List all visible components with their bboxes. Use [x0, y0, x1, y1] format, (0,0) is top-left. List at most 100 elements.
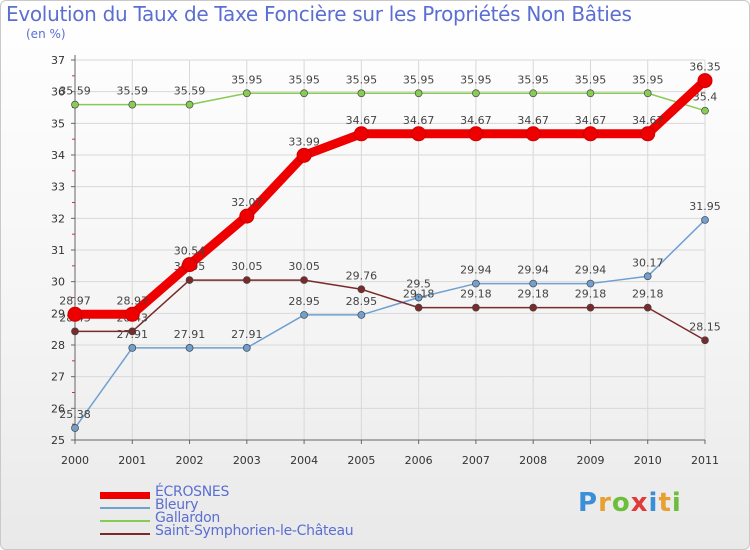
data-label: 34.67	[517, 114, 549, 127]
y-tick-label: 28	[51, 339, 65, 352]
data-point	[300, 89, 308, 98]
data-point	[468, 126, 484, 142]
proxiti-logo: Proxiti	[578, 488, 682, 518]
data-label: 28.97	[117, 294, 149, 307]
y-tick-label: 33	[51, 181, 65, 194]
data-label: 35.59	[117, 85, 149, 98]
data-label: 35.95	[403, 73, 435, 86]
data-point	[353, 126, 369, 142]
data-point	[242, 276, 251, 284]
legend-swatch	[100, 492, 150, 499]
data-label: 35.95	[460, 73, 492, 86]
data-point	[582, 126, 598, 142]
data-label: 35.59	[174, 85, 206, 98]
data-label: 34.67	[346, 114, 378, 127]
data-label: 28.15	[689, 320, 721, 333]
legend-label: Bleury	[155, 497, 199, 513]
data-point	[472, 89, 480, 98]
data-label: 29.18	[575, 288, 607, 301]
data-label: 29.76	[346, 269, 378, 282]
data-point	[643, 303, 652, 312]
data-point	[697, 73, 713, 89]
data-label: 34.67	[632, 114, 664, 127]
data-label: 29.18	[403, 288, 435, 301]
x-tick-label: 2011	[691, 454, 719, 467]
data-point	[529, 89, 538, 98]
legend-label: ÉCROSNES	[155, 484, 230, 500]
y-tick-label: 30	[51, 276, 65, 289]
data-point	[414, 303, 423, 312]
data-label: 30.05	[288, 260, 320, 273]
data-point	[71, 424, 79, 432]
data-label: 27.91	[231, 328, 263, 341]
data-point	[185, 344, 194, 352]
x-tick-label: 2009	[576, 454, 604, 467]
x-tick-label: 2008	[519, 454, 547, 467]
series-line	[74, 279, 706, 341]
x-tick-label: 2006	[405, 454, 433, 467]
data-point	[182, 257, 198, 273]
data-label: 34.67	[460, 114, 492, 127]
data-label: 28.97	[59, 294, 91, 307]
data-point	[643, 272, 652, 281]
data-label: 33.99	[288, 135, 320, 148]
data-point	[529, 279, 538, 288]
data-label: 30.54	[174, 245, 206, 258]
data-label: 35.95	[346, 73, 378, 86]
y-tick-label: 34	[51, 149, 65, 162]
data-label: 34.67	[575, 114, 607, 127]
series-line	[74, 92, 706, 112]
y-tick-label: 29	[51, 307, 65, 320]
data-point	[357, 285, 366, 294]
data-label: 25.38	[59, 408, 91, 421]
data-point	[128, 344, 137, 352]
x-tick-label: 2005	[347, 454, 375, 467]
data-label: 31.95	[689, 200, 721, 213]
x-tick-label: 2001	[118, 454, 146, 467]
data-label: 35.59	[59, 85, 91, 98]
legend-swatch	[100, 507, 150, 509]
data-point	[586, 89, 595, 98]
data-label: 29.94	[517, 264, 549, 277]
series-line	[70, 76, 710, 319]
data-point	[586, 303, 595, 312]
y-tick-label: 36	[51, 86, 65, 99]
data-label: 35.95	[517, 73, 549, 86]
data-point	[300, 311, 308, 319]
x-tick-label: 2004	[290, 454, 318, 467]
data-label: 36.35	[689, 61, 721, 74]
data-point	[357, 311, 366, 319]
data-point	[67, 306, 83, 322]
data-label: 29.5	[406, 278, 431, 291]
legend-label: Gallardon	[155, 510, 220, 526]
y-tick-label: 26	[51, 402, 65, 415]
x-tick-label: 2002	[176, 454, 204, 467]
y-tick-label: 32	[51, 212, 65, 225]
data-label: 28.95	[346, 295, 378, 308]
y-tick-label: 35	[51, 117, 65, 130]
data-point	[71, 100, 79, 109]
data-point	[300, 276, 308, 284]
data-label: 34.67	[403, 114, 435, 127]
y-tick-label: 37	[51, 54, 65, 67]
x-tick-label: 2007	[462, 454, 490, 467]
data-point	[239, 208, 255, 224]
data-point	[414, 89, 423, 98]
data-label: 29.94	[460, 264, 492, 277]
data-point	[529, 303, 538, 312]
x-tick-label: 2003	[233, 454, 261, 467]
data-point	[414, 293, 423, 302]
data-point	[701, 216, 709, 224]
data-label: 29.18	[460, 288, 492, 301]
data-point	[357, 89, 366, 98]
data-point	[128, 100, 137, 109]
data-point	[185, 100, 194, 109]
data-point	[472, 279, 480, 288]
data-label: 28.95	[288, 295, 320, 308]
chart-unit: (en %)	[26, 27, 66, 41]
data-point	[411, 126, 427, 142]
data-point	[124, 306, 140, 322]
chart-title: Evolution du Taux de Taxe Foncière sur l…	[6, 2, 632, 26]
data-point	[242, 89, 251, 98]
